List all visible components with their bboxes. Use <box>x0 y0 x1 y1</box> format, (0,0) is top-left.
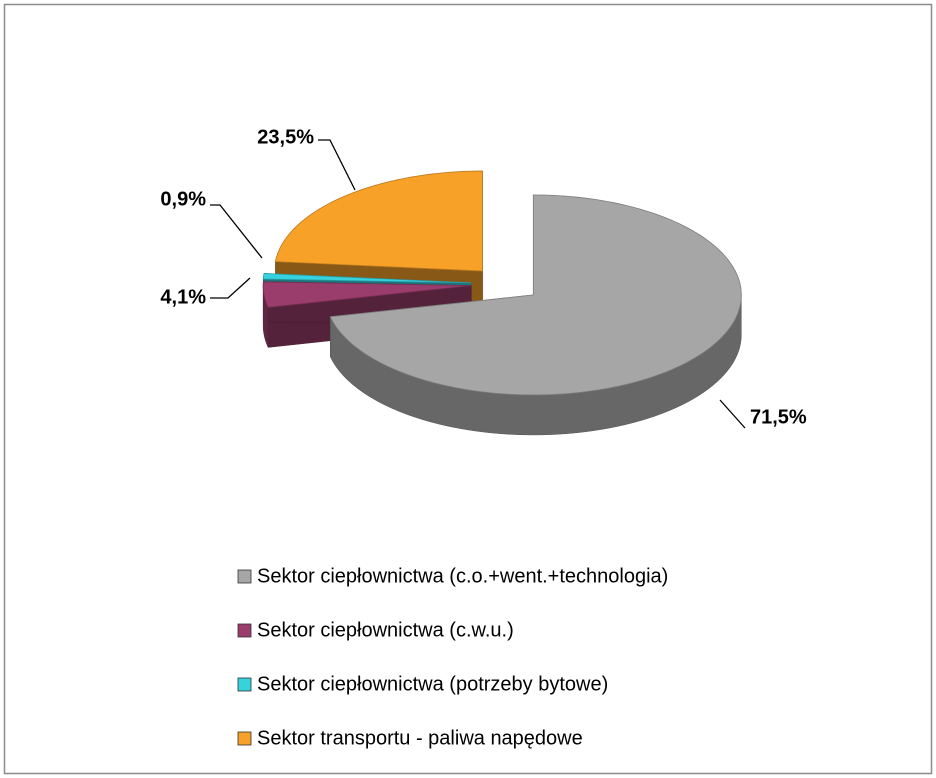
pie <box>262 170 742 436</box>
slice <box>262 281 472 308</box>
leader-line <box>210 277 251 299</box>
legend-label: Sektor ciepłownictwa (potrzeby bytowe) <box>257 673 608 695</box>
leader-line <box>318 139 356 191</box>
data-label: 4,1% <box>160 286 206 308</box>
legend-swatch <box>237 731 252 746</box>
data-label: 0,9% <box>160 188 206 210</box>
legend-swatch <box>237 677 252 692</box>
leader-line <box>719 399 746 429</box>
legend-swatch <box>237 569 252 584</box>
legend-label: Sektor transportu - paliwa napędowe <box>257 727 583 749</box>
legend-label: Sektor ciepłownictwa (c.w.u.) <box>257 619 514 641</box>
slice <box>329 194 742 396</box>
legend: Sektor ciepłownictwa (c.o.+went.+technol… <box>237 565 668 749</box>
legend-swatch <box>237 623 252 638</box>
leader-line <box>210 204 263 259</box>
data-label: 23,5% <box>257 126 314 148</box>
data-label: 71,5% <box>750 406 807 428</box>
legend-label: Sektor ciepłownictwa (c.o.+went.+technol… <box>257 565 668 587</box>
slice <box>274 170 483 272</box>
slice <box>262 273 472 284</box>
